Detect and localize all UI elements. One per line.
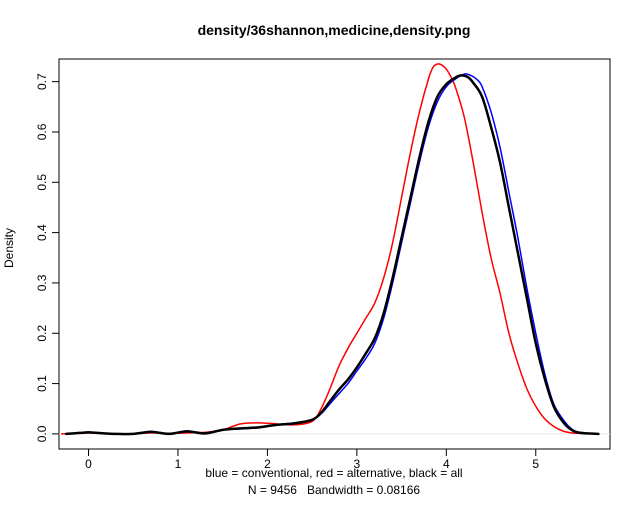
series-layer [59,63,610,436]
x-axis-label-line-1: blue = conventional, red = alternative, … [205,466,462,480]
chart-title: density/36shannon,medicine,density.png [198,22,471,38]
y-tick-label: 0.4 [35,224,49,241]
x-tick-label: 0 [85,457,92,471]
x-axis-label-line-2: N = 9456 Bandwidth = 0.08166 [248,483,420,497]
x-tick-label: 3 [354,457,361,471]
y-tick-label: 0.6 [35,123,49,140]
x-tick-label: 1 [175,457,182,471]
x-axis: 0 1 2 3 4 5 [85,449,539,471]
density-curve-2 [64,74,600,436]
x-tick-label: 4 [443,457,450,471]
y-tick-label: 0.0 [35,425,49,442]
y-tick-label: 0.5 [35,174,49,191]
plot-frame [58,58,611,450]
x-tick-label: 2 [264,457,271,471]
y-tick-label: 0.2 [35,325,49,342]
y-tick-label: 0.3 [35,274,49,291]
y-axis-label: Density [2,228,16,268]
y-axis: 0.0 0.1 0.2 0.3 0.4 0.5 0.6 0.7 [35,73,59,442]
x-tick-label: 5 [532,457,539,471]
y-tick-label: 0.7 [35,73,49,90]
density-curve-0 [60,63,600,435]
y-tick-label: 0.1 [35,375,49,392]
